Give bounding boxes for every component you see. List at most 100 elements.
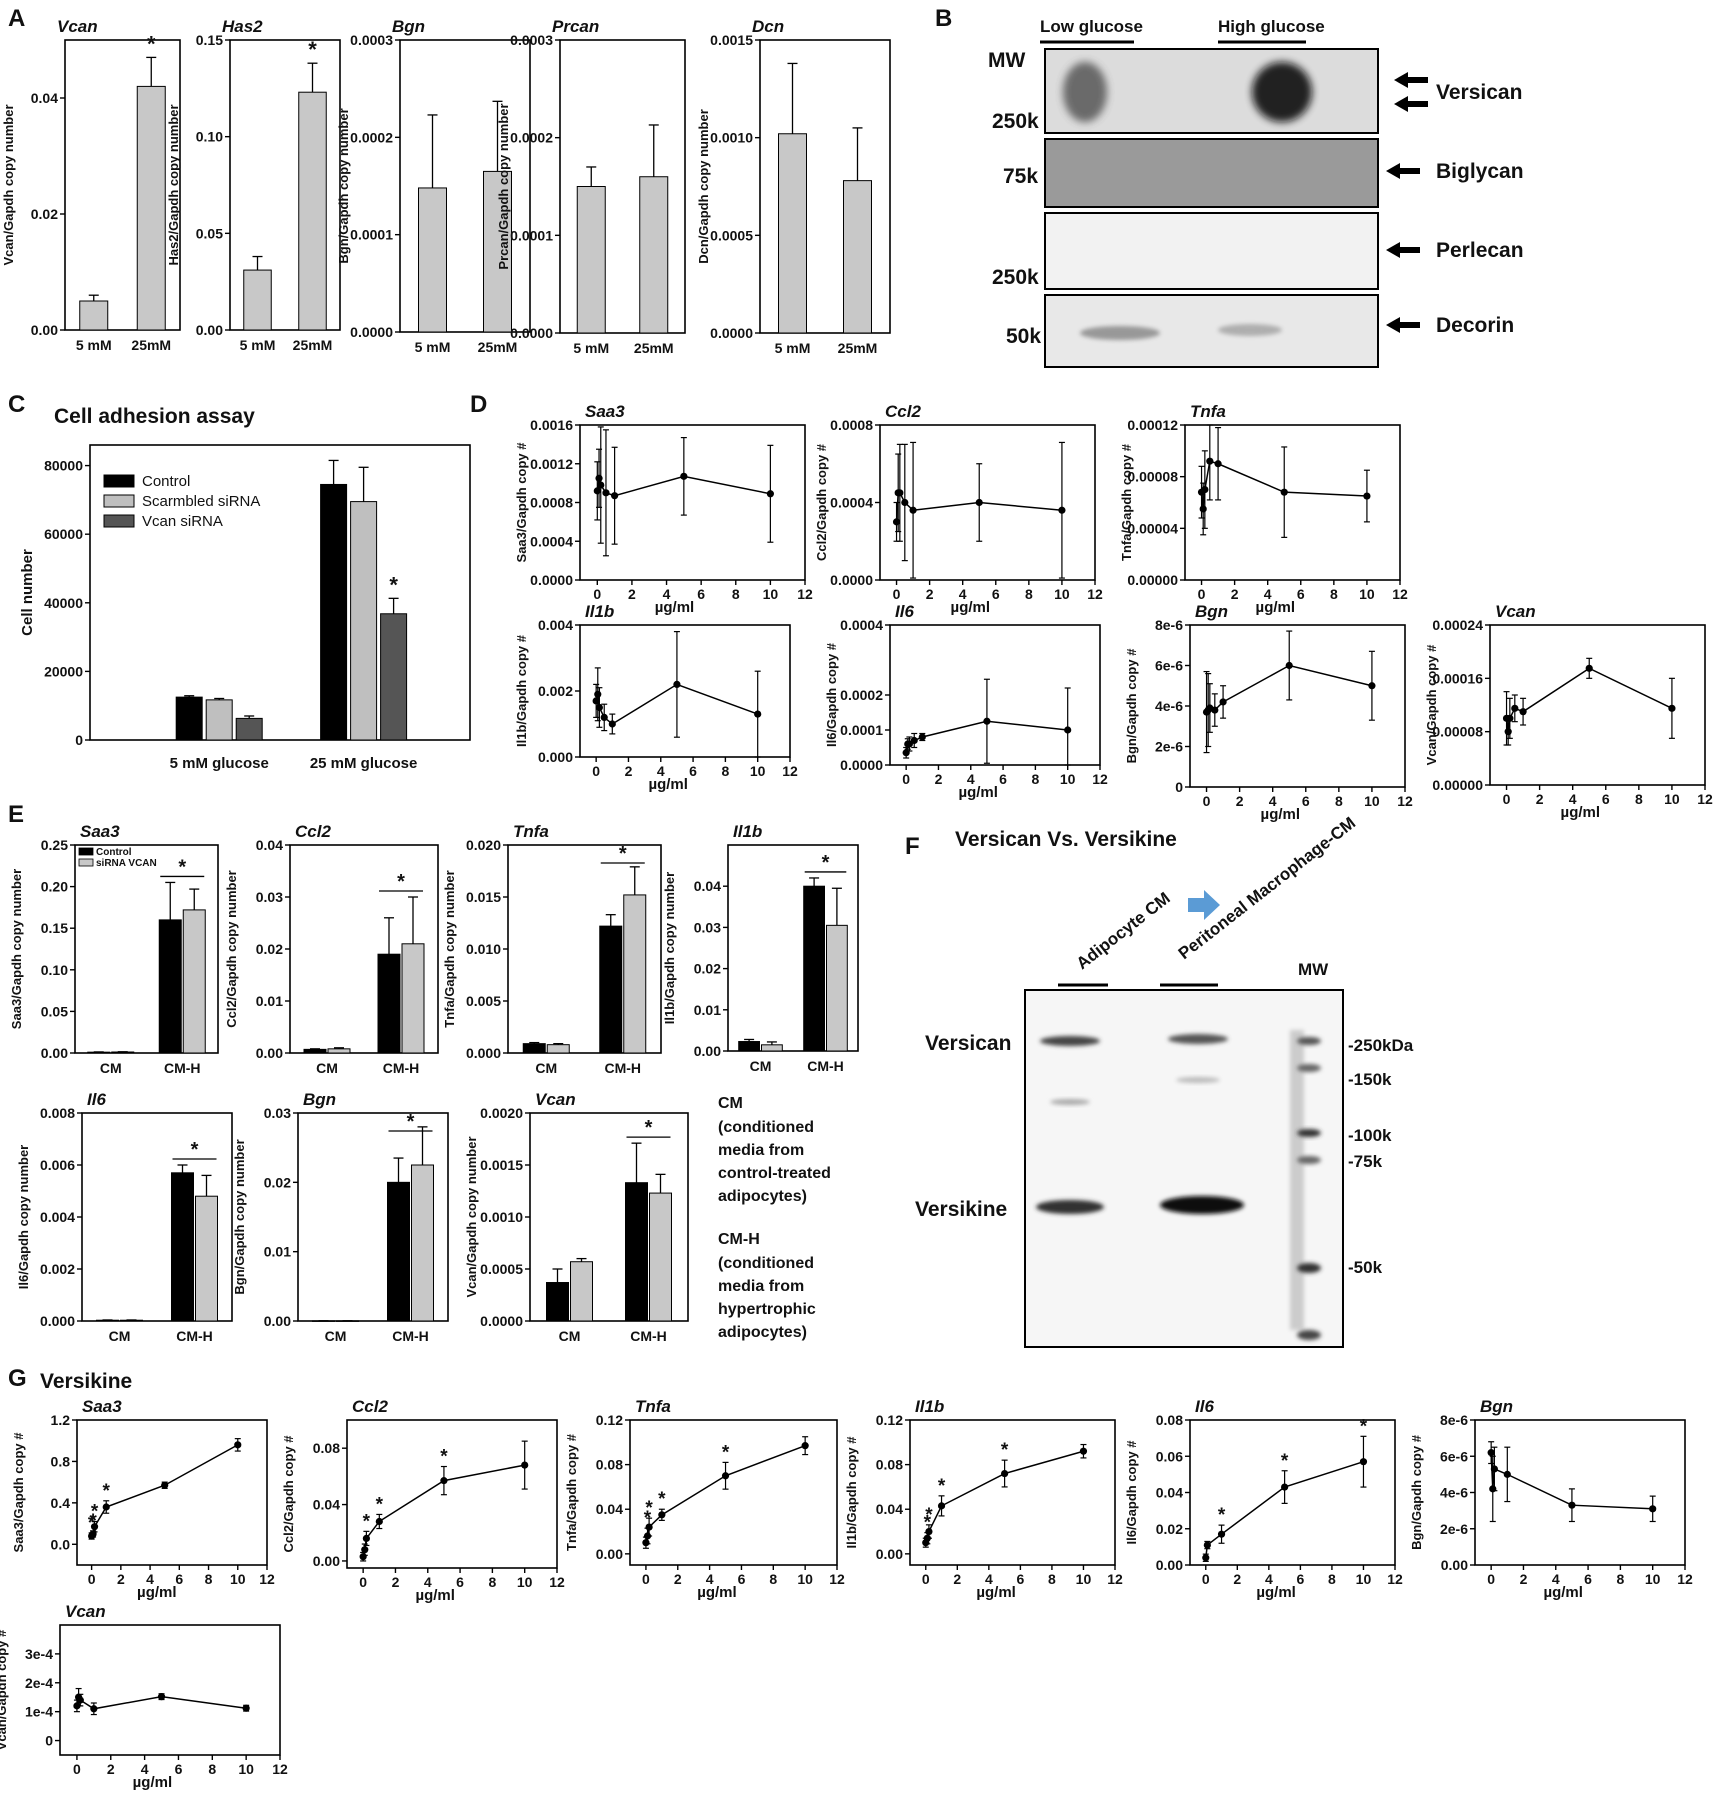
- chart-g-bgn: Bgn 0.00 2e-6 4e-6 6e-6 8e-6 Bgn/Gapdh copy # 0…: [1409, 1397, 1693, 1601]
- x-category-label: 5 mM: [240, 337, 276, 353]
- x-tick-label: 2: [628, 586, 636, 602]
- x-tick-label: 2: [625, 763, 633, 779]
- data-point: [1064, 726, 1072, 734]
- label-versican: Versican: [1436, 81, 1522, 104]
- bar: [136, 85, 166, 331]
- x-tick-label: 12: [272, 1761, 288, 1777]
- panel-g-title: Versikine: [40, 1370, 132, 1393]
- plot-frame: [1184, 424, 1401, 581]
- x-tick-label: 6: [689, 763, 697, 779]
- data-point: [1511, 704, 1519, 712]
- bar: [171, 1172, 194, 1322]
- x-tick-label: 0: [592, 763, 600, 779]
- x-category-label: 25 mM glucose: [310, 755, 418, 772]
- significance-star: *: [147, 31, 156, 56]
- significance-star: *: [1218, 1505, 1226, 1526]
- chart-a-has2: Has2 0.00 0.05 0.10 0.15 Has2/Gapdh copy numb…: [166, 17, 341, 353]
- marker-100: -100k: [1348, 1126, 1392, 1145]
- marker-250: -250kDa: [1348, 1036, 1414, 1055]
- significance-star: *: [308, 37, 317, 62]
- x-tick-label: 12: [549, 1574, 565, 1590]
- y-tick-label: 0.0001: [350, 227, 393, 243]
- chart-e-ccl2: Ccl2 0.00 0.01 0.02 0.03 0.04 Ccl2/Gapdh copy …: [224, 822, 439, 1076]
- legend-swatch: [103, 474, 135, 488]
- y-tick-label: 0.015: [466, 889, 501, 905]
- data-point: [1359, 1458, 1368, 1466]
- note-cmh-4: adipocytes): [718, 1324, 807, 1341]
- y-tick-label: 0.04: [694, 878, 721, 894]
- x-tick-label: 12: [829, 1571, 845, 1587]
- x-tick-label: 6: [1297, 586, 1305, 602]
- note-cm-0: CM: [718, 1095, 743, 1112]
- y-tick-label: 4e-6: [1440, 1485, 1468, 1501]
- x-axis-label: µg/ml: [958, 784, 997, 801]
- y-tick-label: 0.12: [596, 1412, 623, 1428]
- y-tick-label: 0.0000: [350, 324, 393, 340]
- band-versican-label: Versican: [925, 1032, 1011, 1055]
- bar: [387, 1181, 410, 1322]
- y-tick-label: 2e-4: [25, 1675, 53, 1691]
- y-tick-label: 0.004: [538, 617, 573, 633]
- y-tick-label: 20000: [44, 663, 83, 679]
- panel-letter-b: B: [935, 5, 952, 32]
- x-tick-label: 2: [953, 1571, 961, 1587]
- panel-b-header-low: Low glucose: [1040, 17, 1143, 36]
- x-tick-label: 4: [1569, 791, 1577, 807]
- plot-frame: [229, 39, 341, 331]
- bar: [576, 186, 606, 334]
- chart-g-vcan: Vcan 0 1e-4 2e-4 3e-4 Vcan/Gapdh copy # 0 2 4 6 8 1…: [0, 1602, 288, 1791]
- x-tick-label: 6: [697, 586, 705, 602]
- significance-star: *: [389, 572, 398, 597]
- data-point: [1203, 1541, 1211, 1549]
- significance-star: *: [619, 843, 627, 865]
- x-category-label: 25mM: [634, 340, 674, 356]
- significance-star: *: [363, 1511, 371, 1532]
- chart-a-vcan: Vcan 0.00 0.02 0.04 Vcan/Gapdh copy number 5 …: [1, 17, 181, 353]
- bar: [546, 1282, 569, 1322]
- y-tick-label: 8e-6: [1155, 617, 1183, 633]
- x-tick-label: 6: [1602, 791, 1610, 807]
- x-tick-label: 0: [359, 1574, 367, 1590]
- x-tick-label: 4: [1264, 586, 1272, 602]
- data-point: [918, 733, 926, 741]
- data-point: [1079, 1447, 1088, 1455]
- y-tick-label: 0.00: [196, 322, 223, 338]
- chart-title: Bgn: [1480, 1397, 1513, 1416]
- data-point: [1503, 1470, 1511, 1478]
- significance-star: *: [88, 1513, 96, 1534]
- chart-title: Bgn: [1195, 602, 1228, 621]
- data-point: [801, 1442, 809, 1450]
- y-tick-label: 0.04: [1156, 1485, 1183, 1501]
- x-tick-label: 4: [706, 1571, 714, 1587]
- plot-frame: [89, 444, 471, 741]
- y-tick-label: 0.00: [694, 1043, 721, 1059]
- bar: [182, 909, 206, 1054]
- y-axis-label: Bgn/Gapdh copy number: [232, 1139, 247, 1294]
- data-point: [375, 1517, 383, 1526]
- legend-swatch: [78, 847, 94, 856]
- y-tick-label: 0.00: [31, 322, 58, 338]
- arrow-right-icon: [1188, 890, 1220, 920]
- note-cmh-1: (conditioned: [718, 1255, 814, 1272]
- x-tick-label: 2: [926, 586, 934, 602]
- x-tick-label: 12: [1677, 1571, 1693, 1587]
- y-axis-label: Vcan/Gapdh copy number: [1, 104, 16, 265]
- bar: [158, 919, 182, 1054]
- panel-b-blots: Low glucose High glucose MW 250k 75k 250…: [988, 17, 1524, 368]
- series-line: [91, 1444, 239, 1537]
- chart-g-il1b: Il1b 0.00 0.04 0.08 0.12 Il1b/Gapdh copy # 0 2 4…: [844, 1397, 1123, 1601]
- y-axis-label: Tnfa/Gapdh copy #: [1119, 443, 1134, 561]
- chart-title: Ccl2: [352, 1397, 388, 1416]
- y-axis-label: Has2/Gapdh copy number: [166, 104, 181, 265]
- panel-f-title: Versican Vs. Versikine: [955, 828, 1177, 851]
- y-axis-label: Bgn/Gapdh copy number: [336, 108, 351, 263]
- data-point: [161, 1481, 169, 1489]
- data-point: [1201, 485, 1209, 494]
- x-tick-label: 6: [1584, 1571, 1592, 1587]
- note-cmh-2: media from: [718, 1278, 804, 1295]
- y-tick-label: 0.0012: [530, 456, 573, 472]
- y-axis-label: Tnfa/Gapdh copy #: [564, 1433, 579, 1551]
- data-point: [901, 498, 909, 507]
- x-category-label: CM: [535, 1060, 557, 1076]
- x-tick-label: 0: [1487, 1571, 1495, 1587]
